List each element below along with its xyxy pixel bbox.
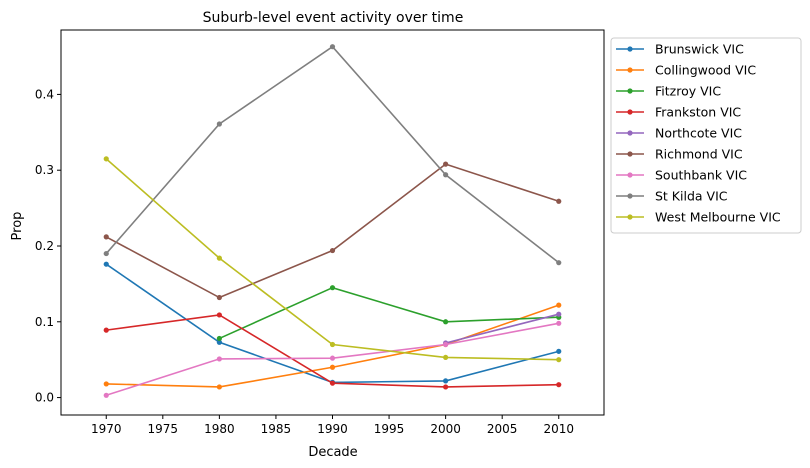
x-tick-label: 1990 [317,422,348,436]
data-point-brunswick-vic [216,339,222,345]
y-tick-label: 0.4 [35,87,54,101]
x-tick-label: 1970 [91,422,122,436]
data-point-fitzroy-vic [443,319,449,325]
x-axis: 1970 1975 1980 1985 1990 1995 2000 2005 2010 [91,415,574,436]
x-tick-label: 2010 [543,422,574,436]
legend-label: Richmond VIC [655,147,743,162]
data-point-west-melbourne-vic [443,354,449,361]
legend-swatch-marker [627,130,633,136]
legend-swatch-marker [627,214,633,220]
data-point-southbank-vic [216,356,222,362]
y-tick-label: 0.2 [35,239,54,253]
legend-swatch-marker [627,67,633,73]
data-point-frankston-vic [329,380,336,386]
y-tick-label: 0.0 [35,391,54,405]
data-point-st-kilda-vic [216,121,222,127]
legend-swatch-marker [627,172,633,178]
chart-title: Suburb-level event activity over time [203,10,464,26]
data-point-fitzroy-vic [329,285,336,291]
legend-box [610,37,802,234]
data-point-west-melbourne-vic [556,357,562,363]
legend-label: Fitzroy VIC [655,84,721,99]
x-tick-label: 1975 [148,422,179,436]
y-axis-label: Prop [10,212,25,241]
legend-label: St Kilda VIC [655,189,728,204]
data-point-collingwood-vic [329,364,336,370]
data-point-west-melbourne-vic [329,341,336,348]
legend-swatch-marker [627,193,633,199]
legend-label: West Melbourne VIC [655,210,781,225]
data-point-richmond-vic [329,247,336,254]
data-point-st-kilda-vic [443,172,449,178]
legend-swatch-marker [627,46,633,52]
data-point-southbank-vic [556,320,562,326]
data-point-collingwood-vic [103,381,109,387]
x-axis-label: Decade [308,445,357,460]
y-tick-label: 0.3 [35,163,54,177]
series-line-northcote-vic [445,313,559,344]
series-line-richmond-vic [105,163,559,299]
series-line-fitzroy-vic [219,286,559,340]
series-line-st-kilda-vic [105,45,560,264]
data-point-frankston-vic [103,327,109,333]
data-point-st-kilda-vic [329,44,336,50]
legend-label: Southbank VIC [655,168,747,183]
legend-swatch-marker [627,109,633,115]
legend-swatch-marker [627,151,633,157]
data-point-southbank-vic [329,355,336,361]
legend-label: Northcote VIC [655,126,742,141]
data-point-richmond-vic [103,234,109,240]
data-point-st-kilda-vic [556,260,562,266]
x-tick-label: 1995 [374,422,405,436]
legend-label: Collingwood VIC [655,63,756,78]
data-point-st-kilda-vic [103,250,109,257]
x-tick-label: 1980 [204,422,235,436]
x-tick-label: 2000 [430,422,461,436]
data-point-brunswick-vic [443,378,449,384]
data-point-southbank-vic [103,392,109,398]
data-point-richmond-vic [556,198,562,204]
legend-label: Frankston VIC [655,105,741,120]
legend: Brunswick VIC Collingwood VIC Fitzroy VIC F… [610,37,802,234]
plot-area-frame [60,29,605,416]
y-tick-label: 0.1 [35,315,54,329]
y-axis: 0.0 0.1 0.2 0.3 0.4 [35,87,61,405]
series-line-frankston-vic [106,314,559,388]
data-point-frankston-vic [443,384,449,390]
data-point-brunswick-vic [556,348,562,354]
legend-swatch-marker [627,88,633,94]
data-point-west-melbourne-vic [216,255,222,261]
data-point-fitzroy-vic [216,335,222,342]
data-point-richmond-vic [443,161,449,167]
data-point-frankston-vic [556,382,562,388]
data-point-northcote-vic [556,311,562,317]
data-point-west-melbourne-vic [103,156,109,162]
data-point-frankston-vic [216,312,222,318]
data-point-richmond-vic [216,294,222,301]
x-tick-label: 1985 [261,422,292,436]
legend-label: Brunswick VIC [655,42,744,57]
x-tick-label: 2005 [487,422,518,436]
data-point-southbank-vic [443,341,449,348]
data-point-collingwood-vic [556,302,562,308]
plot-series [103,44,562,398]
data-point-collingwood-vic [216,384,222,390]
data-point-brunswick-vic [103,261,109,267]
